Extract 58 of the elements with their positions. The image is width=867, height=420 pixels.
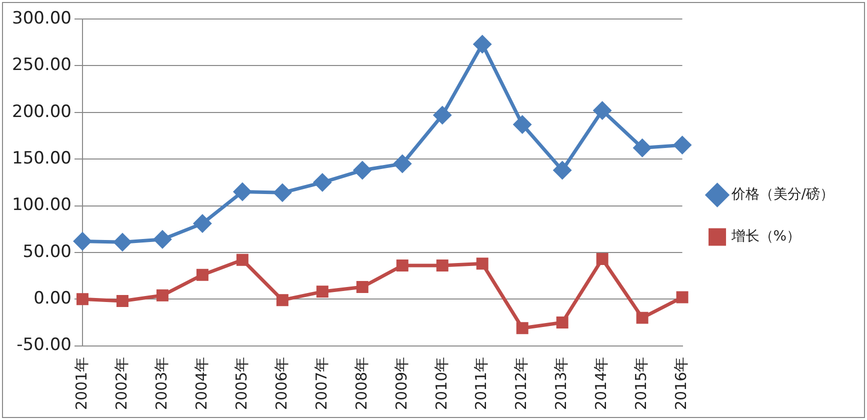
point [356, 281, 368, 293]
point [236, 254, 248, 266]
point [516, 322, 528, 334]
y-tick-label: 150.00 [12, 148, 72, 168]
point [636, 312, 648, 324]
x-tick-label: 2003年 [152, 356, 170, 410]
y-tick-label: 300.00 [12, 8, 72, 28]
point [434, 106, 452, 124]
x-tick-label: 2006年 [272, 356, 290, 410]
point [76, 293, 88, 306]
point [316, 286, 328, 298]
point [436, 260, 448, 272]
point [274, 184, 292, 202]
x-tick-label: 2008年 [352, 356, 370, 410]
x-tick-label: 2009年 [392, 356, 410, 410]
y-tick-label: 50.00 [22, 242, 72, 262]
x-tick-label: 2011年 [472, 356, 490, 410]
x-tick-label: 2015年 [632, 356, 650, 410]
x-tick-label: 2005年 [232, 356, 250, 410]
point [634, 139, 652, 157]
point [396, 260, 408, 272]
point [554, 162, 572, 180]
y-tick-label: 250.00 [12, 55, 72, 76]
point [354, 162, 372, 180]
x-tick-label: 2004年 [192, 356, 210, 410]
x-tick-label: 2013年 [552, 356, 570, 410]
point [556, 316, 568, 328]
point [474, 35, 492, 53]
legend-label: 增长（%） [730, 228, 801, 245]
x-tick-label: 2002年 [112, 356, 130, 410]
point [514, 116, 532, 134]
point [594, 102, 612, 120]
point [116, 295, 128, 307]
point [114, 233, 132, 251]
point [596, 252, 608, 265]
y-tick-label: 100.00 [12, 195, 72, 216]
point [154, 230, 172, 248]
point [234, 183, 252, 200]
x-tick-label: 2007年 [312, 356, 330, 410]
point [674, 136, 692, 154]
x-tick-label: 2014年 [592, 356, 610, 410]
point [276, 294, 288, 306]
point [676, 291, 688, 304]
point [476, 258, 488, 270]
y-tick-label: -50.00 [16, 335, 72, 356]
x-tick-label: 2016年 [672, 356, 690, 410]
y-tick-label: 0.00 [34, 288, 72, 309]
y-tick-label: 200.00 [12, 102, 72, 122]
legend-label: 价格（美分/磅） [730, 186, 834, 203]
x-tick-label: 2012年 [512, 356, 530, 410]
x-tick-label: 2001年 [72, 356, 90, 410]
x-tick-label: 2010年 [432, 356, 450, 410]
point [314, 174, 332, 192]
point [156, 289, 168, 302]
point [194, 214, 212, 232]
point [394, 154, 412, 172]
point [74, 232, 92, 250]
point [196, 268, 208, 281]
